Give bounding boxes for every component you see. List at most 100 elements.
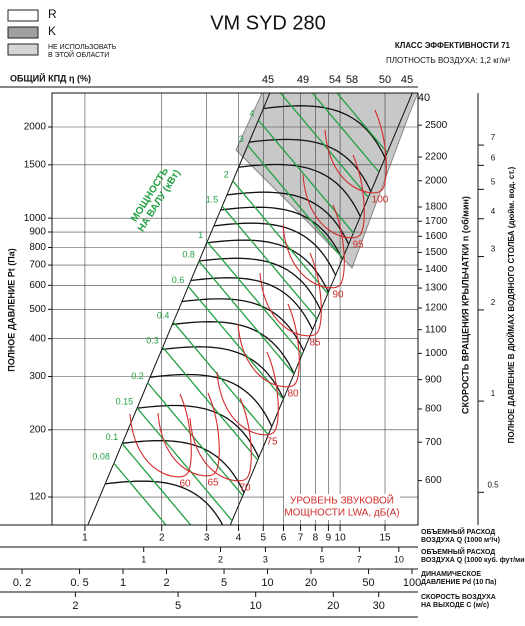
x-tick-label: 5 [260,533,266,544]
y-tick-label: 800 [29,242,46,253]
noise-curve [129,393,192,478]
legend-label: R [48,7,57,21]
fan-curve [122,439,245,493]
y-axis-title: ПОЛНОЕ ДАВЛЕНИЕ Pt (Па) [6,248,16,372]
noise-title-bg [284,494,400,520]
power-label: 0.8 [182,250,195,260]
air-density: ПЛОТНОСТЬ ВОЗДУХА: 1,2 кг/м³ [386,56,510,65]
rpm-tick-label: 2200 [425,152,448,163]
power-curve [147,382,244,497]
fan-curve [190,277,314,331]
pd-tick-label: 2 [163,577,169,589]
power-label: 4 [249,109,254,119]
power-curve [279,93,369,198]
noise-curve [302,154,365,239]
inches-tick-label: 1 [491,389,496,398]
velocity-tick-label: 20 [327,600,339,612]
noise-label: 65 [207,478,219,489]
power-curve [232,180,329,295]
noise-curve [189,397,252,482]
power-label: 0.2 [131,371,144,381]
power-label: 0.3 [146,336,159,346]
fan-curve [198,257,322,311]
cfm-tick-label: 10 [394,554,404,564]
noise-label: 70 [239,483,251,494]
y-tick-label: 600 [29,280,46,291]
power-curve [221,205,318,320]
noise-title-line: МОЩНОСТИ LWA, дБ(A) [284,508,399,519]
cfm-tick-label: 7 [357,554,362,564]
inches-tick-label: 4 [491,207,496,216]
cfm-tick-label: 1 [141,554,146,564]
y-tick-label: 700 [29,260,46,271]
noise-curve [237,303,300,388]
plot-area [52,93,418,525]
row-title: НА ВЫХОДЕ C (м/с) [421,602,489,609]
x-tick-label: 1 [82,533,88,544]
x-tick-label: 10 [335,533,347,544]
power-curve [336,93,388,154]
pd-tick-label: 0. 5 [70,577,88,589]
power-label: 1.5 [206,195,219,205]
rpm-tick-label: 900 [425,374,442,385]
row-title: ОБЪЕМНЫЙ РАСХОД [421,527,495,536]
inches-tick-label: 3 [491,245,496,254]
velocity-tick-label: 10 [250,600,262,612]
pd-tick-label: 0. 2 [13,577,31,589]
power-curve [113,462,167,525]
inches-tick-label: 5 [491,177,496,186]
x-tick-label: 2 [159,533,165,544]
y-tick-label: 120 [29,492,46,503]
x-tick-label: 9 [326,533,332,544]
rpm-tick-label: 1800 [425,202,448,213]
efficiency-label: 54 [329,74,341,86]
pd-tick-label: 5 [221,577,227,589]
power-curve [311,93,380,173]
rpm-tick-label: 1000 [425,348,448,359]
pd-tick-label: 50 [362,577,374,589]
legend-label: НЕ ИСПОЛЬЗОВАТЬ [48,44,117,51]
rpm-tick-label: 1500 [425,247,448,258]
efficiency-label: 45 [401,74,413,86]
power-curve [187,286,284,400]
cfm-tick-label: 3 [263,554,268,564]
right-boundary [229,93,413,525]
power-curve [247,144,344,259]
efficiency-title: ОБЩИЙ КПД η (%) [10,72,91,83]
power-label: 0.1 [106,432,119,442]
power-curve [162,346,259,461]
y-tick-label: 1500 [24,159,47,170]
pd-tick-label: 10 [261,577,273,589]
x-tick-label: 15 [379,533,391,544]
chart-title: VM SYD 280 [210,12,326,34]
x-tick-label: 8 [313,533,319,544]
pd-tick-label: 20 [305,577,317,589]
row-title: СКОРОСТЬ ВОЗДУХА [421,594,496,601]
legend-label: K [48,24,56,38]
power-label: 2 [224,169,229,179]
power-label: 0.08 [92,452,110,462]
rpm-tick-label: 1400 [425,264,448,275]
y-tick-label: 2000 [24,122,47,133]
fan-curve [181,298,305,352]
power-curve [257,119,354,234]
inches-axis-title: ПОЛНОЕ ДАВЛЕНИЕ В ДЮЙМАХ ВОДЯНОГО СТОЛБА… [507,166,516,443]
noise-curve [324,109,387,194]
rpm-tick-label: 1700 [425,216,448,227]
efficiency-label: 50 [379,74,391,86]
power-curve [198,260,295,375]
x-tick-label: 3 [204,533,210,544]
cfm-tick-label: 2 [218,554,223,564]
legend-label: В ЭТОЙ ОБЛАСТИ [48,50,109,59]
noise-label: 90 [332,290,344,301]
y-tick-label: 900 [29,227,46,238]
x-tick-label: 4 [236,533,242,544]
row-title: ВОЗДУХА Q (1000 м³/ч) [421,537,500,544]
left-boundary [87,93,271,525]
power-label: 1 [198,230,203,240]
cfm-tick-label: 5 [320,554,325,564]
noise-label: 75 [266,437,278,448]
fan-curve [213,222,337,276]
